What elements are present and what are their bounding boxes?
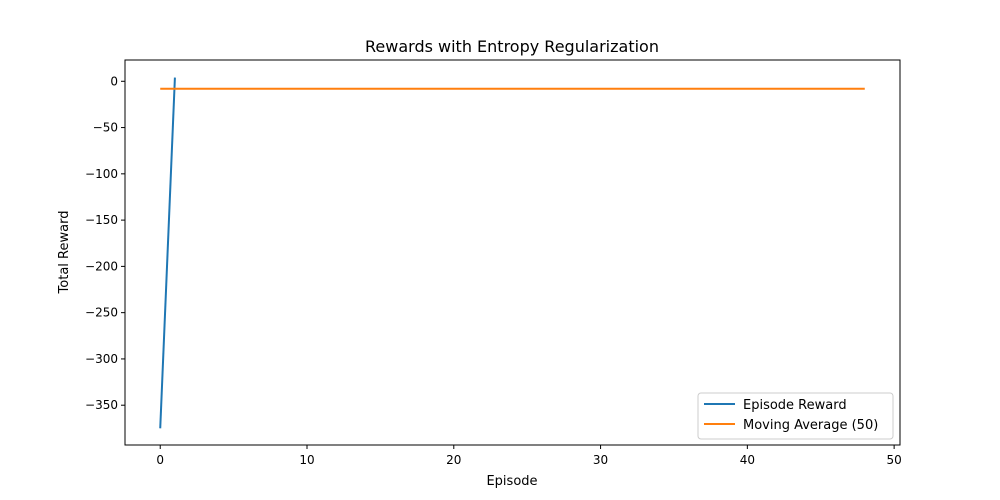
series-line-episode-reward — [159, 77, 176, 429]
y-tick-label: −200 — [85, 259, 118, 273]
x-tick-label: 20 — [446, 453, 461, 467]
x-tick-label: 0 — [156, 453, 164, 467]
chart-title: Rewards with Entropy Regularization — [365, 37, 659, 56]
y-tick-label: −150 — [85, 213, 118, 227]
y-axis: 0 −50 −100 −150 −200 −250 −300 −350 — [85, 74, 125, 412]
y-tick-label: −250 — [85, 306, 118, 320]
x-axis: 0 10 20 30 40 50 — [156, 445, 902, 467]
y-tick-label: −50 — [93, 121, 118, 135]
y-tick-label: −350 — [85, 398, 118, 412]
plot-area — [159, 77, 865, 429]
legend-box — [697, 392, 894, 440]
x-tick-label: 10 — [299, 453, 314, 467]
y-tick-label: −100 — [85, 167, 118, 181]
x-tick-label: 50 — [886, 453, 901, 467]
y-axis-label: Total Reward — [57, 211, 72, 295]
y-tick-label: 0 — [110, 74, 118, 88]
legend: Episode Reward Moving Average (50) — [697, 392, 894, 440]
y-tick-label: −300 — [85, 352, 118, 366]
plot-frame — [124, 59, 901, 446]
legend-label-episode-reward: Episode Reward — [743, 398, 847, 413]
legend-label-moving-average: Moving Average (50) — [743, 418, 878, 433]
x-axis-label: Episode — [486, 474, 537, 489]
x-tick-label: 30 — [593, 453, 608, 467]
x-tick-label: 40 — [740, 453, 755, 467]
